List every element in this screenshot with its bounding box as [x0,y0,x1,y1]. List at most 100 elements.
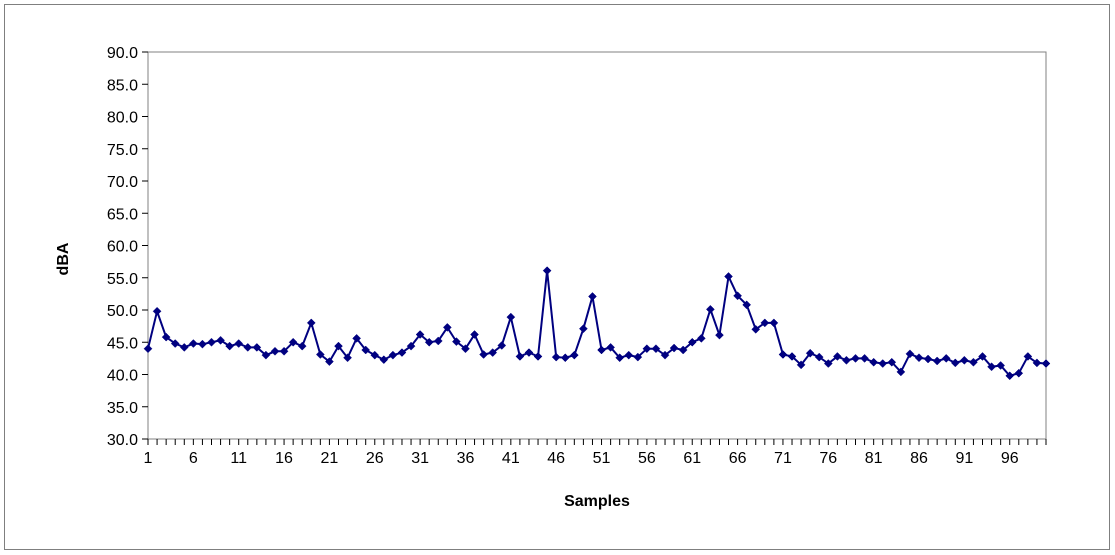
y-tick-label: 60.0 [107,239,138,256]
data-point [207,337,216,347]
data-point [860,354,869,363]
data-point [733,291,742,301]
data-point [987,362,996,372]
data-point [198,339,207,349]
x-axis: 1 6 11 16 21 26 31 36 41 46 51 56 61 66 71 76 81 86 91 96 [144,439,1047,467]
x-tick-label: 41 [502,450,520,467]
y-tick-label: 75.0 [107,142,138,159]
x-axis-title: Samples [564,493,630,510]
x-tick-label: 86 [910,450,928,467]
data-point [978,352,987,361]
x-tick-label: 76 [819,450,837,467]
data-point [842,355,851,365]
data-point [814,352,824,362]
data-point [161,332,171,342]
data-point [433,336,443,346]
data-point [660,350,670,360]
y-tick-label: 30.0 [107,432,138,449]
data-point [588,292,597,301]
data-point [288,337,298,347]
data-point [470,330,479,339]
data-point [515,352,525,361]
data-point [615,353,625,363]
data-point [479,350,488,359]
data-point [461,344,470,354]
x-tick-label: 66 [729,450,747,467]
x-tick-label: 81 [865,450,883,467]
data-point [506,312,516,322]
data-point [1041,359,1051,368]
data-point [424,337,434,347]
data-point [452,337,461,346]
data-point [279,346,289,356]
data-point [261,350,271,360]
data-point [742,300,752,310]
data-point [216,335,225,345]
data-point [370,350,380,360]
y-tick-label: 90.0 [107,45,138,62]
data-point [715,330,724,340]
data-point [796,360,806,370]
data-point [569,350,579,360]
data-point [361,345,371,355]
data-point [724,272,733,281]
y-tick-label: 80.0 [107,110,138,127]
y-axis-title: dBA [55,242,72,275]
data-point [760,318,770,328]
data-point [188,339,198,348]
data-point [579,324,588,334]
data-point [805,348,815,358]
data-point [334,341,343,351]
data-point [1032,358,1042,368]
data-point [143,344,153,354]
data-point [560,353,570,363]
x-tick-label: 46 [547,450,565,467]
data-point [270,346,280,356]
x-tick-label: 16 [275,450,293,467]
data-point [234,339,244,348]
data-point [606,343,615,352]
y-tick-label: 40.0 [107,368,138,385]
data-point [497,341,507,350]
data-point [315,350,325,359]
data-point [823,359,833,368]
data-point [325,357,334,366]
y-tick-label: 45.0 [107,335,138,352]
data-point [969,357,978,367]
x-tick-label: 96 [1001,450,1019,467]
data-point [297,341,307,351]
data-point [751,324,761,334]
data-point [397,348,407,357]
data-point [896,367,906,377]
data-point [869,357,879,367]
data-point [887,357,897,367]
data-point [642,344,652,354]
data-point [343,353,352,363]
data-point [415,330,425,339]
data-point [442,323,452,332]
data-point [1005,371,1015,381]
data-point [243,343,253,352]
data-point [905,349,915,359]
data-point [651,344,661,354]
y-tick-label: 35.0 [107,400,138,417]
plot-area [147,51,1047,440]
data-point [706,305,715,314]
y-axis: 30.0 35.0 40.0 45.0 50.0 55.0 60.0 65.0 70.0 75.0… [107,45,148,449]
data-point [696,334,706,343]
x-tick-label: 71 [774,450,792,467]
data-point [833,352,842,361]
data-point [923,354,933,364]
data-point [633,352,643,362]
x-tick-label: 21 [321,450,339,467]
data-point [960,355,969,365]
x-tick-label: 51 [593,450,611,467]
data-point [669,343,679,353]
data-point [170,339,180,348]
data-point [787,352,797,361]
data-point [769,318,779,328]
x-tick-label: 91 [955,450,973,467]
data-point [996,361,1006,370]
data-point [488,348,498,357]
